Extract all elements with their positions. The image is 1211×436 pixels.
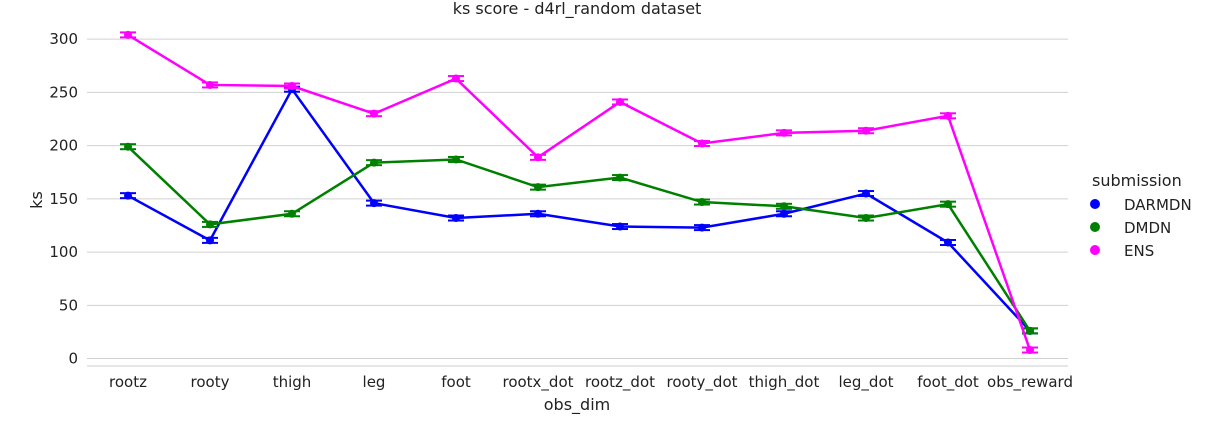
data-point xyxy=(206,80,214,89)
y-tick-label: 300 xyxy=(49,30,78,48)
legend-label: DMDN xyxy=(1124,219,1171,237)
series-line xyxy=(127,33,1032,351)
data-point xyxy=(862,189,870,198)
x-tick-label: rooty_dot xyxy=(666,373,737,392)
data-point xyxy=(1026,346,1034,355)
data-point xyxy=(862,126,870,135)
x-tick-label: rootz xyxy=(109,373,147,391)
y-tick-label: 50 xyxy=(59,296,78,314)
y-tick-label: 0 xyxy=(68,350,78,368)
data-point xyxy=(780,128,788,137)
legend-label: DARMDN xyxy=(1124,196,1192,214)
x-tick-label: rooty xyxy=(191,373,230,391)
data-point xyxy=(288,209,296,218)
data-point xyxy=(534,183,542,192)
data-point xyxy=(780,209,788,218)
data-point xyxy=(452,74,460,83)
legend-title: submission xyxy=(1092,171,1182,190)
data-point xyxy=(698,223,706,232)
y-tick-label: 250 xyxy=(49,83,78,101)
data-point xyxy=(698,198,706,207)
data-point xyxy=(616,222,624,231)
series-dmdn xyxy=(120,142,1038,335)
x-tick-label: rootz_dot xyxy=(585,373,655,392)
x-tick-label: foot_dot xyxy=(917,373,979,392)
data-point xyxy=(452,214,460,223)
data-point xyxy=(944,200,952,209)
data-point xyxy=(780,202,788,211)
data-point xyxy=(124,191,132,200)
legend-marker xyxy=(1090,199,1100,209)
data-point xyxy=(124,142,132,151)
data-point xyxy=(288,82,296,91)
y-tick-label: 150 xyxy=(49,190,78,208)
series-layer xyxy=(120,30,1038,355)
y-tick-label: 200 xyxy=(49,137,78,155)
grid-lines xyxy=(87,38,1068,360)
x-tick-label: rootx_dot xyxy=(502,373,573,392)
x-axis-label: obs_dim xyxy=(544,395,610,415)
x-tick-label: leg xyxy=(363,373,386,391)
data-point xyxy=(534,209,542,218)
data-point xyxy=(944,238,952,247)
series-ens xyxy=(120,30,1038,355)
data-point xyxy=(452,155,460,164)
series-line xyxy=(127,145,1032,332)
x-tick-label: obs_reward xyxy=(987,373,1073,392)
legend-label: ENS xyxy=(1124,242,1154,260)
data-point xyxy=(944,111,952,120)
chart-title: ks score - d4rl_random dataset xyxy=(453,0,702,19)
y-axis-ticks: 0 50 100 150 200 250 300 xyxy=(49,30,78,367)
data-point xyxy=(534,153,542,162)
x-axis-ticks: rootz rooty thigh leg foot rootx_dot rootz_dot… xyxy=(109,373,1073,392)
data-point xyxy=(124,30,132,39)
data-point xyxy=(370,109,378,118)
legend: submission DARMDN DMDN ENS xyxy=(1090,171,1192,260)
legend-marker xyxy=(1090,245,1100,255)
series-line xyxy=(127,86,1031,332)
data-point xyxy=(206,236,214,245)
x-tick-label: thigh xyxy=(273,373,312,391)
x-tick-label: thigh_dot xyxy=(749,373,820,392)
data-point xyxy=(862,214,870,223)
y-tick-label: 100 xyxy=(49,243,78,261)
data-point xyxy=(206,220,214,229)
data-point xyxy=(616,97,624,106)
y-axis-label: ks xyxy=(27,191,46,209)
data-point xyxy=(370,158,378,167)
series-darmdn xyxy=(120,85,1038,335)
x-tick-label: foot xyxy=(441,373,471,391)
data-point xyxy=(370,199,378,208)
data-point xyxy=(616,173,624,182)
data-point xyxy=(1026,326,1034,335)
x-tick-label: leg_dot xyxy=(839,373,894,392)
legend-marker xyxy=(1090,222,1100,232)
data-point xyxy=(698,139,706,148)
